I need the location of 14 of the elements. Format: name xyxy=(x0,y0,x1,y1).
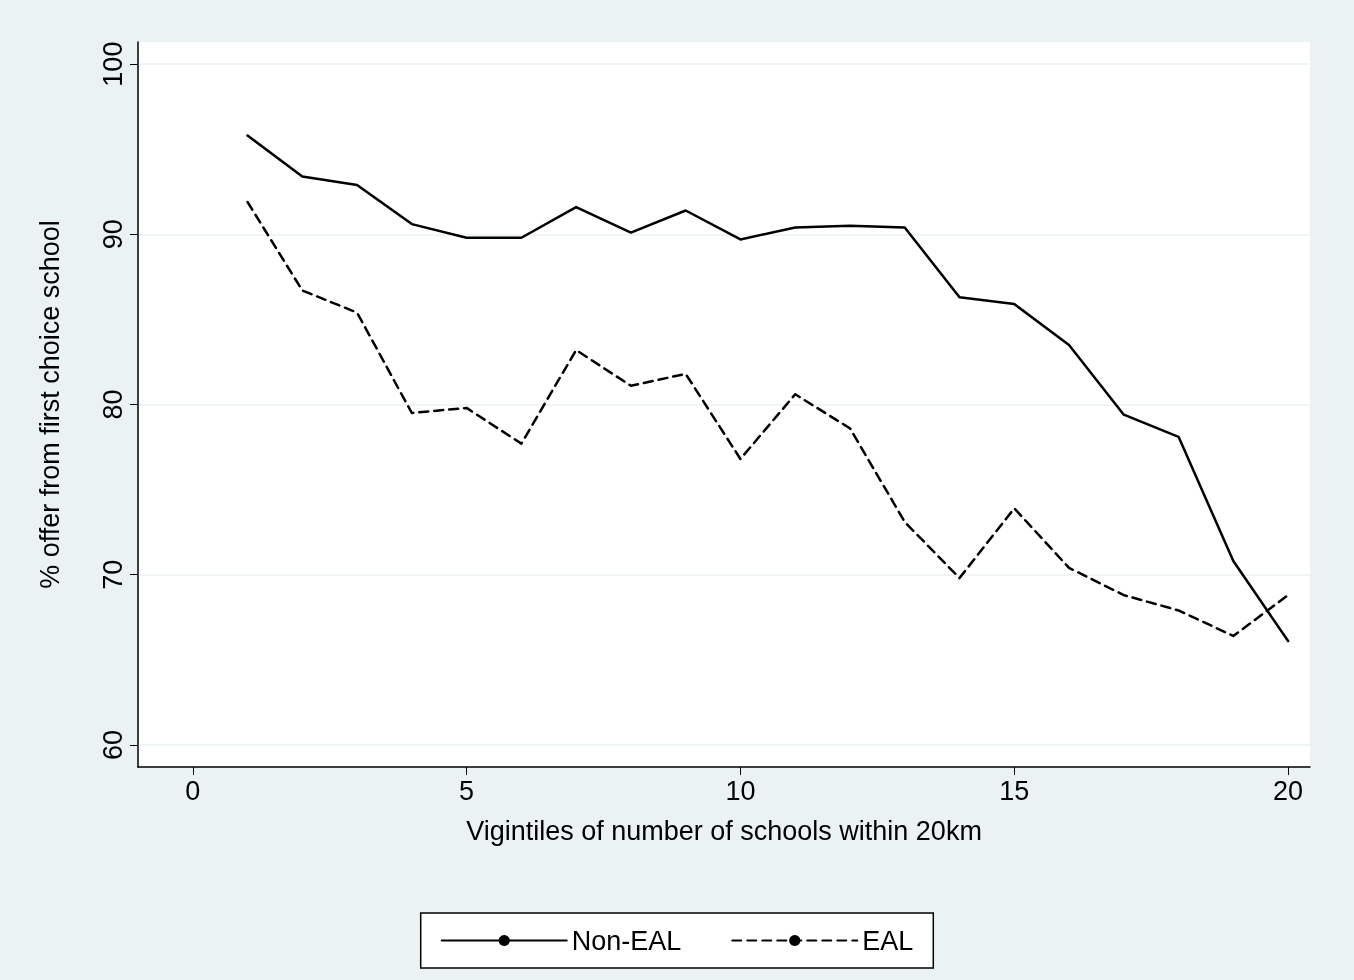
y-axis-title: % offer from first choice school xyxy=(34,220,65,589)
x-tick-label: 10 xyxy=(725,775,756,806)
y-tick-label: 60 xyxy=(97,729,128,760)
legend-label: Non-EAL xyxy=(571,925,682,956)
x-tick-label: 15 xyxy=(999,775,1030,806)
y-tick-label: 100 xyxy=(97,41,128,87)
y-tick-label: 90 xyxy=(97,219,128,250)
x-tick-label: 20 xyxy=(1273,775,1304,806)
x-tick-label: 5 xyxy=(459,775,475,806)
x-tick-label: 0 xyxy=(185,775,201,806)
y-tick-label: 80 xyxy=(97,389,128,420)
legend-label: EAL xyxy=(862,925,914,956)
y-tick-label: 70 xyxy=(97,559,128,590)
x-axis-title: Vigintiles of number of schools within 20km xyxy=(466,815,982,846)
